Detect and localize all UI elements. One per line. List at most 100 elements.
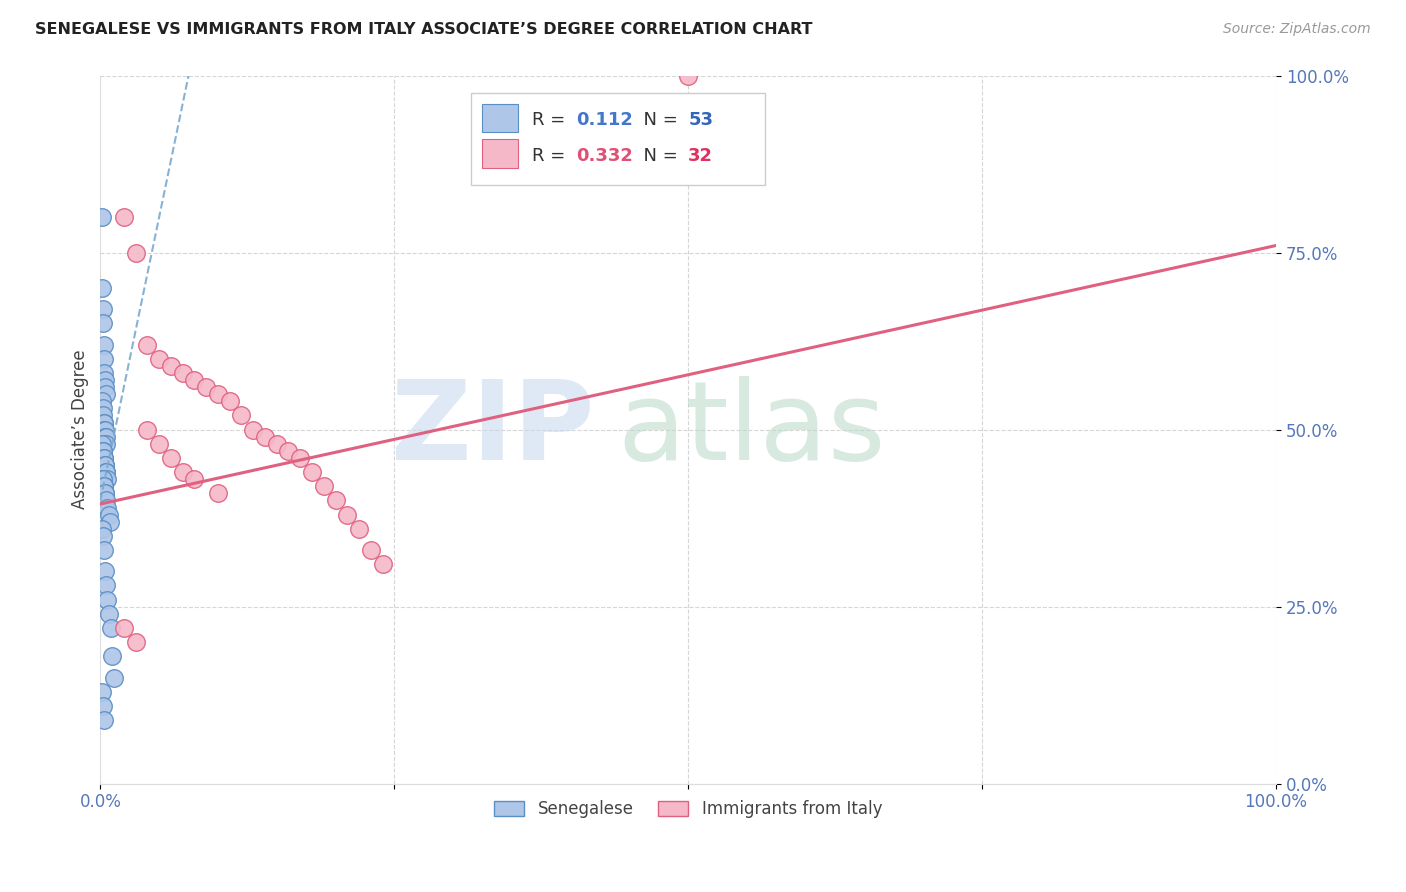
Point: [112, 210, 135, 224]
Point: [91, 472, 114, 486]
Point: [93, 351, 115, 366]
Point: [96, 472, 118, 486]
Point: [148, 437, 170, 451]
Point: [160, 450, 183, 465]
Point: [347, 522, 370, 536]
Text: 0.332: 0.332: [576, 146, 634, 164]
Point: [100, 621, 122, 635]
Point: [207, 486, 229, 500]
Point: [242, 423, 264, 437]
Point: [172, 465, 194, 479]
Point: [676, 69, 699, 83]
FancyBboxPatch shape: [471, 94, 765, 186]
Point: [183, 373, 205, 387]
Point: [96, 493, 118, 508]
Point: [90, 394, 112, 409]
Point: [93, 337, 115, 351]
Point: [96, 430, 118, 444]
Point: [90, 210, 112, 224]
Point: [136, 423, 159, 437]
Text: 0.112: 0.112: [576, 112, 634, 129]
Text: atlas: atlas: [617, 376, 886, 483]
Point: [94, 458, 117, 472]
Point: [93, 713, 115, 727]
Point: [160, 359, 183, 373]
FancyBboxPatch shape: [482, 103, 517, 132]
Point: [91, 409, 114, 423]
Text: R =: R =: [531, 112, 571, 129]
Point: [91, 698, 114, 713]
Point: [91, 443, 114, 458]
Point: [96, 500, 118, 515]
Point: [91, 401, 114, 416]
Point: [98, 515, 121, 529]
Point: [90, 437, 112, 451]
Point: [96, 465, 118, 479]
Point: [96, 592, 118, 607]
Point: [90, 281, 112, 295]
Point: [195, 380, 218, 394]
Point: [94, 423, 117, 437]
Point: [93, 479, 115, 493]
Point: [253, 430, 276, 444]
Point: [94, 458, 117, 472]
Point: [207, 387, 229, 401]
Point: [112, 621, 135, 635]
Point: [218, 394, 240, 409]
Point: [90, 472, 112, 486]
Text: Source: ZipAtlas.com: Source: ZipAtlas.com: [1223, 22, 1371, 37]
Point: [301, 465, 323, 479]
Legend: Senegalese, Immigrants from Italy: Senegalese, Immigrants from Italy: [488, 794, 889, 825]
Y-axis label: Associate’s Degree: Associate’s Degree: [72, 350, 89, 509]
Point: [91, 317, 114, 331]
Point: [96, 578, 118, 592]
FancyBboxPatch shape: [482, 139, 517, 168]
Point: [96, 437, 118, 451]
Point: [266, 437, 288, 451]
Point: [336, 508, 359, 522]
Point: [93, 366, 115, 380]
Text: N =: N =: [631, 146, 683, 164]
Point: [371, 557, 394, 571]
Point: [94, 486, 117, 500]
Point: [94, 564, 117, 578]
Point: [94, 373, 117, 387]
Point: [360, 543, 382, 558]
Point: [93, 479, 115, 493]
Point: [93, 543, 115, 558]
Point: [96, 465, 118, 479]
Point: [93, 450, 115, 465]
Point: [93, 450, 115, 465]
Point: [97, 607, 120, 621]
Point: [94, 380, 117, 394]
Point: [103, 671, 125, 685]
Point: [136, 337, 159, 351]
Point: [93, 416, 115, 430]
Point: [172, 366, 194, 380]
Point: [91, 302, 114, 317]
Text: N =: N =: [631, 112, 683, 129]
Point: [312, 479, 335, 493]
Text: R =: R =: [531, 146, 571, 164]
Point: [148, 351, 170, 366]
Point: [94, 486, 117, 500]
Point: [97, 508, 120, 522]
Point: [325, 493, 347, 508]
Point: [231, 409, 253, 423]
Point: [96, 387, 118, 401]
Point: [90, 684, 112, 698]
Point: [124, 635, 146, 649]
Point: [91, 529, 114, 543]
Text: 53: 53: [688, 112, 713, 129]
Text: 32: 32: [688, 146, 713, 164]
Point: [93, 423, 115, 437]
Text: SENEGALESE VS IMMIGRANTS FROM ITALY ASSOCIATE’S DEGREE CORRELATION CHART: SENEGALESE VS IMMIGRANTS FROM ITALY ASSO…: [35, 22, 813, 37]
Point: [91, 443, 114, 458]
Point: [277, 443, 299, 458]
Point: [90, 522, 112, 536]
Point: [290, 450, 312, 465]
Point: [101, 649, 124, 664]
Point: [94, 430, 117, 444]
Point: [183, 472, 205, 486]
Point: [124, 245, 146, 260]
